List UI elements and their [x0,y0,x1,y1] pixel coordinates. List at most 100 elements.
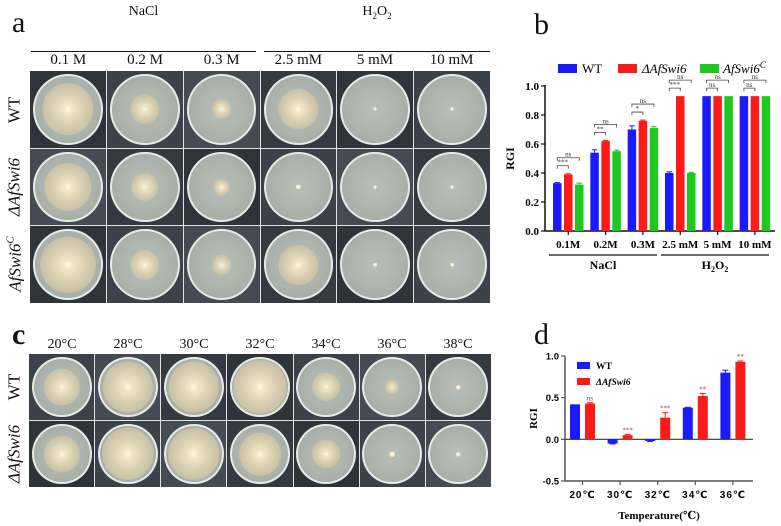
plate-cell [227,421,293,487]
x-tick-label: 5 mM [704,239,732,251]
row-label: WT [5,96,25,123]
panel-c-letter: c [12,318,26,351]
significance-label: *** [622,426,633,434]
petri-dish [97,356,158,418]
y-tick-label: -0.5 [543,477,560,488]
plate-cell [161,354,227,420]
fungal-colony [129,94,160,125]
plate-cell [95,354,161,420]
significance-inner: ns [709,81,716,89]
x-tick-label: 36℃ [720,490,746,501]
bar [638,120,648,231]
column-label: 10 mM [429,52,474,68]
plate-cell [30,226,106,303]
significance-label: ns [587,395,594,403]
fungal-colony [44,163,92,211]
fungal-colony [130,173,159,201]
plate-cell [337,71,414,148]
plate-cell [425,421,491,487]
bar [660,417,671,440]
bar [601,141,610,231]
petri-dish [109,229,180,300]
plate-cell [359,421,425,487]
significance-inner: *** [670,81,681,89]
y-tick-label: 0.0 [546,435,559,446]
bar [761,96,771,232]
legend-swatch [700,64,719,73]
group-label: H2O2 [702,258,729,274]
row-label: ΔAfSwi6 [5,157,25,217]
petri-dish [163,356,224,418]
fungal-colony [312,439,341,469]
x-tick-label: 30℃ [607,490,633,501]
bar [750,96,760,232]
y-axis-label: RGI [528,408,540,429]
petri-dish [417,229,487,300]
bar [665,173,674,231]
petri-dish [109,151,180,223]
fungal-colony [456,451,461,457]
fungal-colony [42,83,94,136]
y-tick-label: 0.6 [525,139,539,151]
y-tick-label: 0.0 [525,226,539,238]
fungal-colony [211,99,232,120]
row-label: AfSwi6C [5,236,25,293]
fungal-colony [211,254,232,275]
plate-cell [425,354,491,420]
temperature-label: 36°C [377,337,407,352]
fungal-colony [278,244,319,285]
significance-inner: ** [597,125,605,133]
plate-cell [183,71,260,148]
petri-dish [428,356,489,418]
bar [713,96,722,232]
temperature-label: 34°C [311,337,341,352]
bar [724,96,733,232]
significance-inner: * [636,105,640,113]
panel-a-letter: a [12,6,26,39]
bar [676,96,685,232]
petri-dish [31,356,92,418]
temperature-label: 28°C [113,337,143,352]
group-label: NaCl [590,258,617,272]
significance-inner: *** [558,159,569,167]
legend-wt: WT [582,61,602,76]
petri-dish [428,423,489,485]
plate-cell [30,71,106,148]
plate-cell [95,421,161,487]
x-tick-label: 32℃ [645,490,671,501]
petri-dish [186,74,257,145]
y-tick-label: 0.5 [546,393,560,404]
fungal-colony [389,451,396,457]
petri-dish [340,74,411,145]
fungal-colony [312,372,341,402]
fungal-colony [278,89,319,130]
column-label: 2.5 mM [274,52,323,68]
y-tick-label: 1.0 [546,352,559,363]
bar [645,439,656,441]
column-label: 5 mM [356,52,394,68]
h2o2-rule [264,51,490,52]
fungal-colony [43,435,80,473]
bar [553,183,562,231]
nacl-rule [31,51,256,52]
petri-dish [230,356,290,418]
petri-dish [263,74,334,145]
fungal-colony [450,184,455,189]
bar [697,396,708,440]
petri-dish [97,423,158,485]
petri-dish [296,356,357,418]
plate-cell [359,354,425,420]
legend-swatch [618,64,637,73]
fungal-colony [385,379,400,395]
significance-outer: ns [565,151,572,159]
petri-dish [33,151,103,223]
plate-cell [337,226,414,303]
fungal-colony [168,427,220,481]
fungal-colony [43,368,80,406]
significance-outer: ns [714,73,721,81]
significance-outer: ns [602,117,609,125]
fungal-colony [233,360,287,414]
petri-dish [296,423,357,485]
petri-dish [263,151,334,223]
plate-cell [29,354,95,420]
